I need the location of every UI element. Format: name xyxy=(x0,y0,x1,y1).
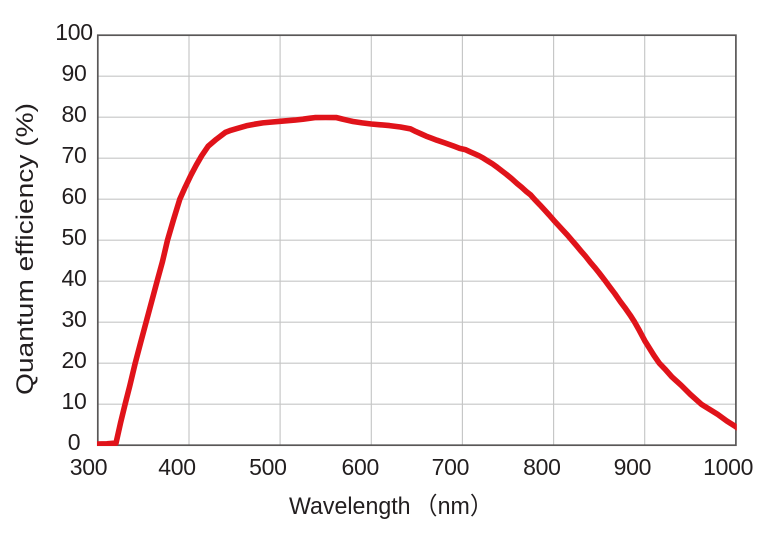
svg-text:20: 20 xyxy=(62,347,87,373)
svg-text:40: 40 xyxy=(62,265,87,291)
svg-text:1000: 1000 xyxy=(703,454,753,480)
svg-text:Wavelength （nm）: Wavelength （nm） xyxy=(289,493,493,520)
svg-text:100: 100 xyxy=(55,19,92,45)
svg-text:50: 50 xyxy=(62,224,87,250)
svg-text:0: 0 xyxy=(68,429,81,455)
svg-text:400: 400 xyxy=(158,454,195,480)
svg-text:90: 90 xyxy=(62,60,87,86)
svg-text:70: 70 xyxy=(62,142,87,168)
svg-text:80: 80 xyxy=(62,101,87,127)
svg-text:30: 30 xyxy=(62,306,87,332)
svg-text:700: 700 xyxy=(432,454,469,480)
svg-text:Quantum efficiency (%): Quantum efficiency (%) xyxy=(12,103,39,395)
svg-text:600: 600 xyxy=(342,454,379,480)
svg-text:900: 900 xyxy=(614,454,651,480)
svg-text:60: 60 xyxy=(62,183,87,209)
svg-text:10: 10 xyxy=(62,388,87,414)
svg-text:500: 500 xyxy=(249,454,286,480)
svg-text:800: 800 xyxy=(523,454,560,480)
svg-text:300: 300 xyxy=(70,454,107,480)
